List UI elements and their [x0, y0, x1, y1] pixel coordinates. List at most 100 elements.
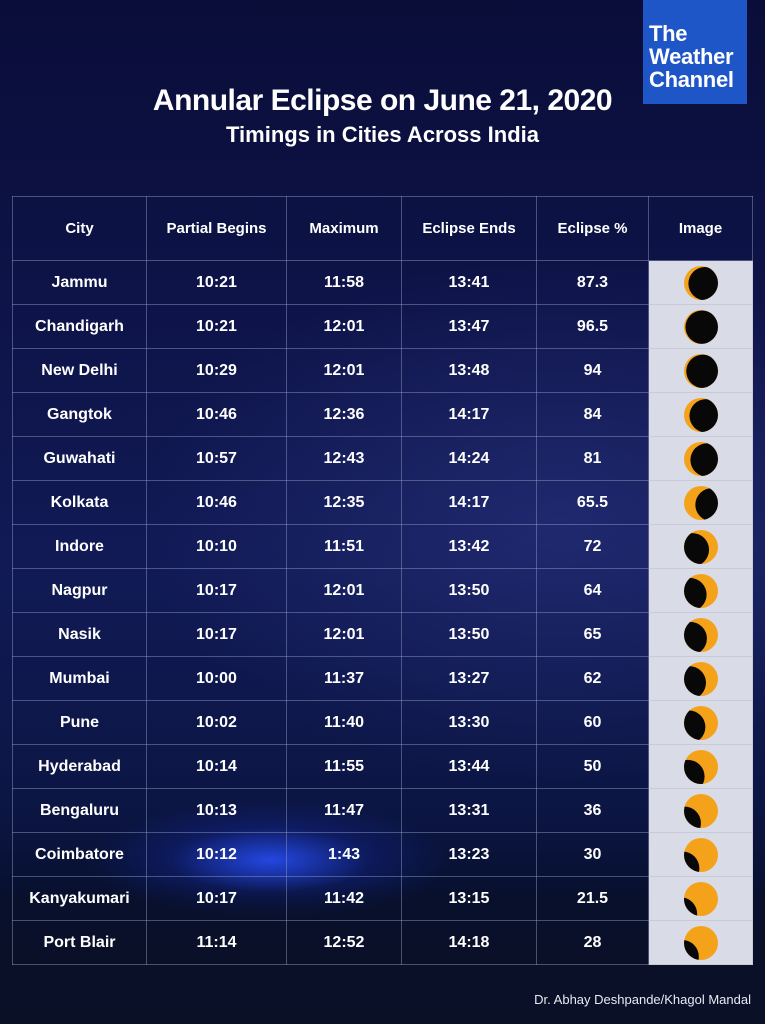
cell-image	[648, 700, 753, 745]
table-row: Gangtok 10:46 12:36 14:17 84	[12, 392, 753, 437]
cell-partial-begins: 10:17	[146, 876, 287, 921]
image-credit: Dr. Abhay Deshpande/Khagol Mandal	[534, 992, 751, 1007]
eclipse-icon	[683, 573, 718, 608]
cell-image	[648, 788, 753, 833]
eclipse-icon	[683, 705, 718, 740]
cell-partial-begins: 10:14	[146, 744, 287, 789]
table-row: Jammu 10:21 11:58 13:41 87.3	[12, 260, 753, 305]
header-eclipse-ends: Eclipse Ends	[401, 196, 537, 261]
cell-maximum: 11:55	[286, 744, 402, 789]
cell-eclipse-percent: 84	[536, 392, 649, 437]
cell-eclipse-ends: 13:23	[401, 832, 537, 877]
cell-eclipse-percent: 65	[536, 612, 649, 657]
moon-disc	[683, 709, 705, 740]
page-title: Annular Eclipse on June 21, 2020	[152, 84, 613, 117]
cell-image	[648, 260, 753, 305]
cell-eclipse-percent: 81	[536, 436, 649, 481]
moon-disc	[694, 487, 718, 520]
cell-image	[648, 568, 753, 613]
cell-city: Mumbai	[12, 656, 147, 701]
cell-city: Indore	[12, 524, 147, 569]
cell-eclipse-ends: 13:30	[401, 700, 537, 745]
cell-partial-begins: 10:10	[146, 524, 287, 569]
cell-image	[648, 392, 753, 437]
eclipse-timings-table: City Partial Begins Maximum Eclipse Ends…	[12, 196, 753, 965]
moon-disc	[683, 665, 706, 696]
cell-eclipse-ends: 14:17	[401, 392, 537, 437]
logo-line-1: The	[649, 21, 688, 46]
cell-eclipse-percent: 21.5	[536, 876, 649, 921]
cell-partial-begins: 10:46	[146, 480, 287, 525]
cell-city: Kolkata	[12, 480, 147, 525]
header-eclipse-percent: Eclipse %	[536, 196, 649, 261]
cell-partial-begins: 10:17	[146, 568, 287, 613]
header-maximum: Maximum	[286, 196, 402, 261]
cell-maximum: 1:43	[286, 832, 402, 877]
table-row: Pune 10:02 11:40 13:30 60	[12, 700, 753, 745]
moon-disc	[683, 939, 699, 960]
cell-eclipse-percent: 87.3	[536, 260, 649, 305]
page-subtitle: Timings in Cities Across India	[226, 122, 539, 147]
cell-maximum: 12:36	[286, 392, 402, 437]
cell-city: Nasik	[12, 612, 147, 657]
cell-image	[648, 744, 753, 789]
cell-eclipse-ends: 14:24	[401, 436, 537, 481]
eclipse-icon	[683, 397, 718, 432]
cell-partial-begins: 10:29	[146, 348, 287, 393]
cell-image	[648, 656, 753, 701]
moon-disc	[683, 621, 707, 652]
cell-maximum: 12:43	[286, 436, 402, 481]
cell-eclipse-percent: 94	[536, 348, 649, 393]
header-partial-begins: Partial Begins	[146, 196, 287, 261]
table-row: Port Blair 11:14 12:52 14:18 28	[12, 920, 753, 965]
cell-image	[648, 304, 753, 349]
eclipse-icon	[683, 881, 718, 916]
table-row: Coimbatore 10:12 1:43 13:23 30	[12, 832, 753, 877]
cell-partial-begins: 10:21	[146, 304, 287, 349]
moon-disc	[683, 851, 699, 872]
eclipse-icon	[683, 441, 718, 476]
moon-disc	[683, 759, 705, 784]
cell-image	[648, 348, 753, 393]
cell-eclipse-ends: 13:48	[401, 348, 537, 393]
eclipse-icon	[683, 529, 718, 564]
cell-partial-begins: 11:14	[146, 920, 287, 965]
cell-partial-begins: 10:21	[146, 260, 287, 305]
cell-eclipse-percent: 65.5	[536, 480, 649, 525]
cell-city: Bengaluru	[12, 788, 147, 833]
cell-city: Guwahati	[12, 436, 147, 481]
eclipse-icon	[683, 617, 718, 652]
table-row: Bengaluru 10:13 11:47 13:31 36	[12, 788, 753, 833]
cell-maximum: 12:01	[286, 568, 402, 613]
cell-maximum: 11:40	[286, 700, 402, 745]
header-city: City	[12, 196, 147, 261]
cell-eclipse-percent: 60	[536, 700, 649, 745]
eclipse-icon	[683, 485, 718, 520]
cell-eclipse-ends: 13:50	[401, 568, 537, 613]
cell-city: Pune	[12, 700, 147, 745]
cell-eclipse-ends: 13:42	[401, 524, 537, 569]
cell-maximum: 12:01	[286, 348, 402, 393]
cell-eclipse-percent: 62	[536, 656, 649, 701]
cell-eclipse-ends: 13:41	[401, 260, 537, 305]
cell-city: Hyderabad	[12, 744, 147, 789]
cell-city: Gangtok	[12, 392, 147, 437]
table-row: Guwahati 10:57 12:43 14:24 81	[12, 436, 753, 481]
cell-partial-begins: 10:46	[146, 392, 287, 437]
moon-disc	[684, 310, 718, 344]
cell-eclipse-percent: 28	[536, 920, 649, 965]
cell-eclipse-ends: 14:18	[401, 920, 537, 965]
cell-image	[648, 920, 753, 965]
moon-disc	[687, 266, 718, 300]
cell-city: Chandigarh	[12, 304, 147, 349]
logo-line-3: Channel	[649, 67, 734, 92]
eclipse-icon	[683, 661, 718, 696]
moon-disc	[683, 896, 697, 916]
table-row: Chandigarh 10:21 12:01 13:47 96.5	[12, 304, 753, 349]
table-row: Nasik 10:17 12:01 13:50 65	[12, 612, 753, 657]
table-row: Nagpur 10:17 12:01 13:50 64	[12, 568, 753, 613]
cell-partial-begins: 10:17	[146, 612, 287, 657]
cell-partial-begins: 10:13	[146, 788, 287, 833]
cell-eclipse-percent: 96.5	[536, 304, 649, 349]
cell-image	[648, 832, 753, 877]
